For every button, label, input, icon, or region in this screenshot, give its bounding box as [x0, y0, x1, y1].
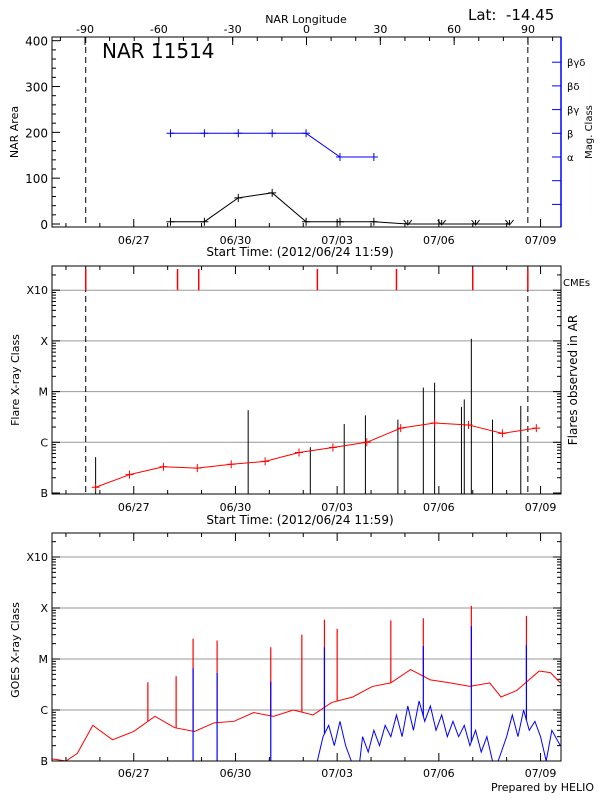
y-axis-title: Flare X-ray Class [9, 334, 22, 426]
y-tick-label: 200 [25, 126, 48, 140]
top-tick-label: 90 [521, 23, 535, 36]
flare-average-point [464, 420, 473, 429]
flare-average-point [430, 419, 439, 428]
area-below-limb-marker [437, 219, 447, 226]
goes-long-channel-line [51, 669, 561, 762]
prepared-by-label: Prepared by HELIO [491, 781, 594, 794]
flare-average-point [91, 483, 100, 492]
y-tick-label: X10 [26, 551, 48, 564]
top-tick-label: -30 [224, 23, 242, 36]
x-tick-label: 06/27 [118, 234, 150, 247]
latitude-label: Lat: [468, 6, 496, 24]
top-tick-label: 30 [373, 23, 387, 36]
area-below-limb-marker [403, 219, 413, 226]
area-point [166, 217, 175, 226]
x-tick-label: 07/06 [423, 234, 455, 247]
mag-class-point [268, 129, 277, 138]
flare-average-point [193, 464, 202, 473]
y-axis-title: NAR Area [8, 106, 21, 158]
mag-class-tick-label: βδ [567, 82, 580, 93]
area-point [200, 217, 209, 226]
y-tick-label: C [40, 436, 48, 449]
y2-axis-title: Mag. Class [584, 105, 595, 159]
flare-average-point [261, 457, 270, 466]
area-point [234, 193, 243, 202]
flare-average-line [95, 422, 537, 488]
mag-class-point [200, 129, 209, 138]
panel-nar-area: 0 100 200 300 400 -90 -60 -30 0 30 60 90 NAR Longitu… [8, 13, 595, 259]
region-title: NAR 11514 [102, 39, 215, 63]
y-tick-label: X [40, 602, 48, 615]
mag-class-point [234, 129, 243, 138]
top-tick-label: 0 [303, 23, 310, 36]
x-tick-label: 07/09 [525, 501, 557, 514]
flare-average-point [227, 460, 236, 469]
y-tick-label: M [39, 653, 49, 666]
y-tick-label: B [40, 487, 48, 500]
flare-average-point [362, 438, 371, 447]
x-axis-title: Start Time: (2012/06/24 11:59) [206, 245, 393, 259]
area-below-limb-marker [471, 219, 480, 226]
mag-class-point [369, 153, 378, 161]
x-tick-label: 07/06 [423, 501, 455, 514]
area-below-limb-marker [505, 219, 514, 226]
y-axis-title: GOES X-ray Class [9, 602, 22, 698]
x-tick-label: 07/03 [321, 234, 353, 247]
x-axis-title: Start Time: (2012/06/24 11:59) [206, 513, 393, 527]
cme-label: CMEs [563, 278, 590, 289]
top-tick-label: 60 [447, 23, 461, 36]
mag-class-point [166, 129, 175, 138]
y-tick-label: 100 [25, 172, 48, 186]
x-tick-label: 07/06 [423, 767, 455, 780]
area-point [302, 217, 311, 226]
x-tick-label: 07/03 [321, 767, 353, 780]
flare-average-point [532, 424, 541, 433]
panel-goes-xray: B C M X X10 06/27 06/30 07/03 07/06 07/09 GOES X-r… [9, 532, 562, 780]
plot-frame [51, 265, 562, 495]
mag-class-point [302, 129, 311, 138]
area-point [335, 217, 344, 226]
x-tick-label: 06/27 [118, 501, 150, 514]
area-point [268, 188, 277, 197]
y-tick-label: 0 [40, 218, 48, 232]
top-axis-title: NAR Longitude [265, 13, 347, 26]
latitude-value: -14.45 [506, 6, 554, 24]
flare-average-point [498, 429, 507, 438]
y-tick-label: 400 [25, 35, 48, 49]
x-tick-label: 07/09 [525, 234, 557, 247]
y-tick-label: X10 [26, 284, 48, 297]
panel-flare-class: B C M X X10 06/27 06/30 07/03 07/06 07/09 Start Ti… [9, 265, 590, 527]
y2-axis-title: Flares observed in AR [566, 315, 580, 445]
mag-class-tick-label: βγδ [567, 58, 585, 69]
x-tick-label: 06/30 [220, 234, 252, 247]
flare-average-point [159, 462, 168, 471]
y-tick-label: M [39, 386, 49, 399]
top-tick-label: -60 [150, 23, 168, 36]
x-tick-label: 07/09 [525, 767, 557, 780]
plot-frame [51, 532, 562, 762]
x-tick-label: 06/30 [220, 767, 252, 780]
area-point [369, 217, 378, 226]
y-tick-label: 300 [25, 81, 48, 95]
flare-average-point [295, 448, 304, 457]
x-tick-label: 06/27 [118, 767, 150, 780]
flare-average-point [328, 443, 337, 452]
x-tick-label: 06/30 [220, 501, 252, 514]
mag-class-tick-label: β [567, 129, 573, 140]
flare-average-point [125, 470, 134, 479]
y-tick-label: X [40, 335, 48, 348]
x-tick-label: 07/03 [321, 501, 353, 514]
y-tick-label: C [40, 704, 48, 717]
mag-class-point [335, 153, 344, 161]
mag-class-tick-label: βγ [567, 106, 579, 117]
flare-average-point [396, 424, 405, 433]
y-tick-label: B [40, 755, 48, 768]
mag-class-tick-label: α [567, 153, 574, 164]
top-tick-label: -90 [76, 23, 94, 36]
